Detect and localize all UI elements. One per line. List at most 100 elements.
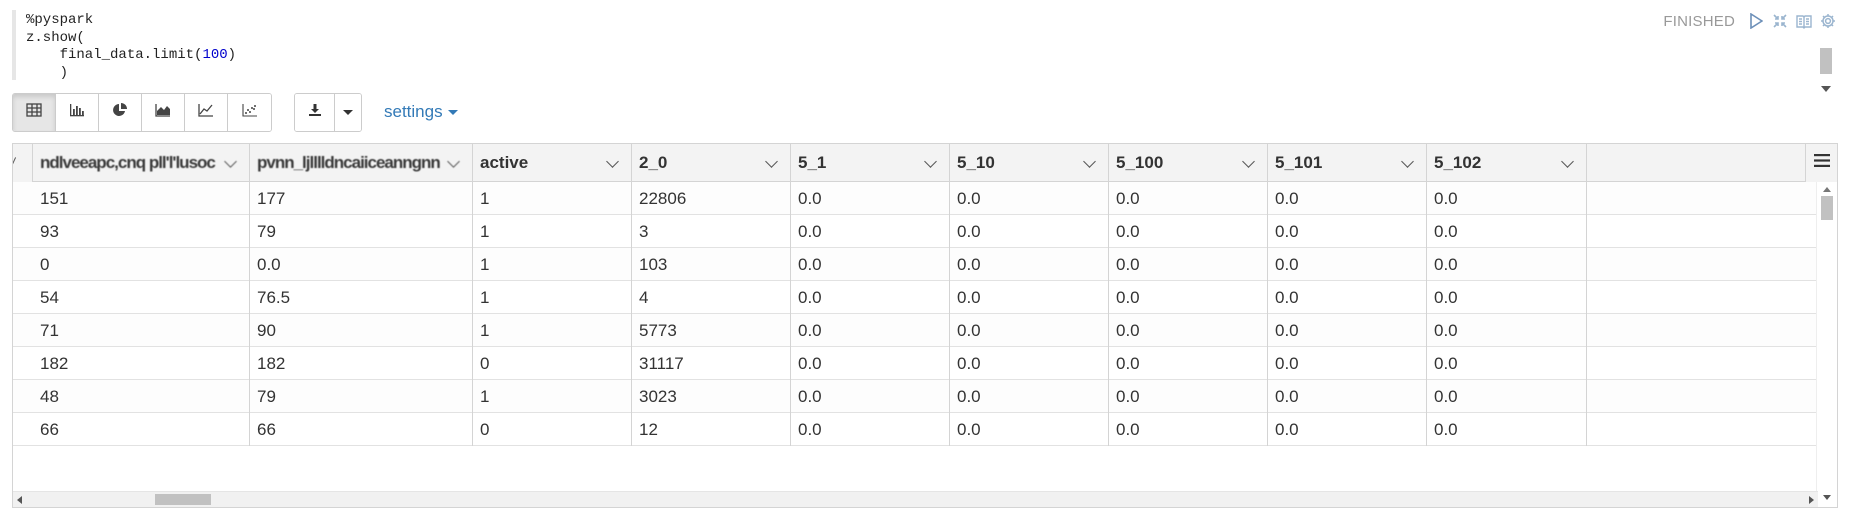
table-row[interactable]: 151 177 1 22806 0.0 0.0 0.0 0.0 0.0 — [13, 182, 1818, 215]
scroll-right-arrow[interactable] — [1809, 496, 1814, 504]
run-icon[interactable] — [1747, 12, 1765, 30]
table-cell: 182 — [33, 347, 250, 380]
table-cell: 0.0 — [791, 248, 950, 281]
table-cell: 0.0 — [1427, 380, 1587, 413]
table-row[interactable]: 182 182 0 31117 0.0 0.0 0.0 0.0 0.0 — [13, 347, 1818, 380]
column-menu-chevron-icon[interactable] — [924, 155, 937, 168]
column-header[interactable]: active — [473, 144, 632, 182]
selector-tick-icon — [13, 157, 17, 167]
table-cell: 0.0 — [1268, 380, 1427, 413]
scroll-up-arrow[interactable] — [1823, 187, 1831, 192]
scroll-left-arrow[interactable] — [17, 496, 22, 504]
table-cell: 0.0 — [791, 215, 950, 248]
table-cell: 3023 — [632, 380, 791, 413]
scatter-chart-icon — [241, 103, 258, 122]
column-header[interactable]: 5_10 — [950, 144, 1109, 182]
column-header[interactable]: pvnn_ljlllldncaiiceanngnn — [250, 144, 473, 182]
book-icon[interactable] — [1795, 12, 1813, 30]
editor-scroll-thumb[interactable] — [1820, 48, 1832, 74]
chevron-down-icon — [343, 109, 353, 115]
column-menu-chevron-icon[interactable] — [765, 155, 778, 168]
table-row[interactable]: 0 0.0 1 103 0.0 0.0 0.0 0.0 0.0 — [13, 248, 1818, 281]
column-menu-chevron-icon[interactable] — [1401, 155, 1414, 168]
code-editor[interactable]: %pyspark z.show( final_data.limit(100) ) — [12, 10, 1842, 92]
table-cell: 12 — [632, 413, 791, 446]
column-header[interactable]: 5_1 — [791, 144, 950, 182]
table-cell: 66 — [33, 413, 250, 446]
table-view-button[interactable] — [13, 93, 56, 131]
column-header[interactable]: ndlveeapc,cnq pll'l'lusoc — [33, 144, 250, 182]
table-cell: 5773 — [632, 314, 791, 347]
collapse-icon[interactable] — [1771, 12, 1789, 30]
column-menu-chevron-icon[interactable] — [1242, 155, 1255, 168]
table-row[interactable]: 48 79 1 3023 0.0 0.0 0.0 0.0 0.0 — [13, 380, 1818, 413]
table-cell: 0.0 — [1109, 413, 1268, 446]
table-cell: 0.0 — [1427, 347, 1587, 380]
table-cell: 0.0 — [1268, 413, 1427, 446]
editor-scroll-down-arrow[interactable] — [1821, 86, 1831, 92]
column-header[interactable]: 5_102 — [1427, 144, 1587, 182]
table-cell: 0.0 — [950, 314, 1109, 347]
column-header[interactable]: 5_101 — [1268, 144, 1427, 182]
column-menu-chevron-icon[interactable] — [224, 155, 237, 168]
table-header-row: ndlveeapc,cnq pll'l'lusoc pvnn_ljlllldnca… — [13, 144, 1837, 182]
table-cell: 0.0 — [950, 347, 1109, 380]
download-options-toggle[interactable] — [335, 93, 361, 131]
table-cell: 0.0 — [791, 347, 950, 380]
column-menu-chevron-icon[interactable] — [606, 155, 619, 168]
grid-menu-button[interactable] — [1805, 144, 1837, 182]
table-cell: 151 — [33, 182, 250, 215]
table-cell: 0.0 — [791, 380, 950, 413]
table-cell: 1 — [473, 215, 632, 248]
column-menu-chevron-icon[interactable] — [1083, 155, 1096, 168]
table-cell: 0.0 — [250, 248, 473, 281]
table-cell: 0.0 — [1268, 248, 1427, 281]
table-row[interactable]: 71 90 1 5773 0.0 0.0 0.0 0.0 0.0 — [13, 314, 1818, 347]
gear-icon[interactable] — [1819, 12, 1837, 30]
table-cell: 0 — [33, 248, 250, 281]
table-cell: 1 — [473, 248, 632, 281]
bar-chart-view-button[interactable] — [56, 93, 99, 131]
bar-chart-icon — [69, 103, 85, 122]
column-menu-chevron-icon[interactable] — [1561, 155, 1574, 168]
settings-toggle[interactable]: settings — [384, 102, 458, 122]
table-cell: 76.5 — [250, 281, 473, 314]
column-header-label: active — [480, 153, 529, 172]
code-text[interactable]: %pyspark z.show( final_data.limit(100) ) — [26, 12, 236, 82]
table-horizontal-scrollbar[interactable] — [13, 491, 1818, 507]
table-cell: 54 — [33, 281, 250, 314]
table-vertical-scrollbar[interactable] — [1816, 182, 1837, 500]
table-cell: 0.0 — [1109, 380, 1268, 413]
table-cell: 48 — [33, 380, 250, 413]
table-cell: 0.0 — [1268, 281, 1427, 314]
table-cell: 0.0 — [1427, 413, 1587, 446]
download-group — [294, 92, 362, 132]
table-row[interactable]: 66 66 0 12 0.0 0.0 0.0 0.0 0.0 — [13, 413, 1818, 446]
table-cell: 0.0 — [950, 380, 1109, 413]
line-chart-view-button[interactable] — [185, 93, 228, 131]
line-chart-icon — [198, 103, 214, 122]
code-number-literal: 100 — [202, 47, 228, 63]
table-cell: 0.0 — [791, 182, 950, 215]
table-cell: 0.0 — [950, 182, 1109, 215]
area-chart-view-button[interactable] — [142, 93, 185, 131]
table-row[interactable]: 93 79 1 3 0.0 0.0 0.0 0.0 0.0 — [13, 215, 1818, 248]
table-cell: 4 — [632, 281, 791, 314]
table-row[interactable]: 54 76.5 1 4 0.0 0.0 0.0 0.0 0.0 — [13, 281, 1818, 314]
horizontal-scroll-thumb[interactable] — [155, 494, 211, 505]
column-header-label: 5_10 — [957, 153, 995, 172]
vertical-scroll-thumb[interactable] — [1821, 196, 1833, 220]
paragraph-controls: FINISHED — [1663, 12, 1837, 30]
row-selector-header[interactable] — [13, 144, 33, 182]
scroll-down-arrow[interactable] — [1823, 495, 1831, 500]
pie-chart-view-button[interactable] — [99, 93, 142, 131]
table-cell: 0.0 — [1427, 182, 1587, 215]
scatter-chart-view-button[interactable] — [228, 93, 271, 131]
download-button[interactable] — [295, 93, 335, 131]
column-menu-chevron-icon[interactable] — [447, 155, 460, 168]
editor-scrollbar[interactable] — [1818, 36, 1834, 92]
table-cell: 0.0 — [1109, 281, 1268, 314]
table-cell: 0.0 — [950, 248, 1109, 281]
column-header[interactable]: 5_100 — [1109, 144, 1268, 182]
column-header[interactable]: 2_0 — [632, 144, 791, 182]
